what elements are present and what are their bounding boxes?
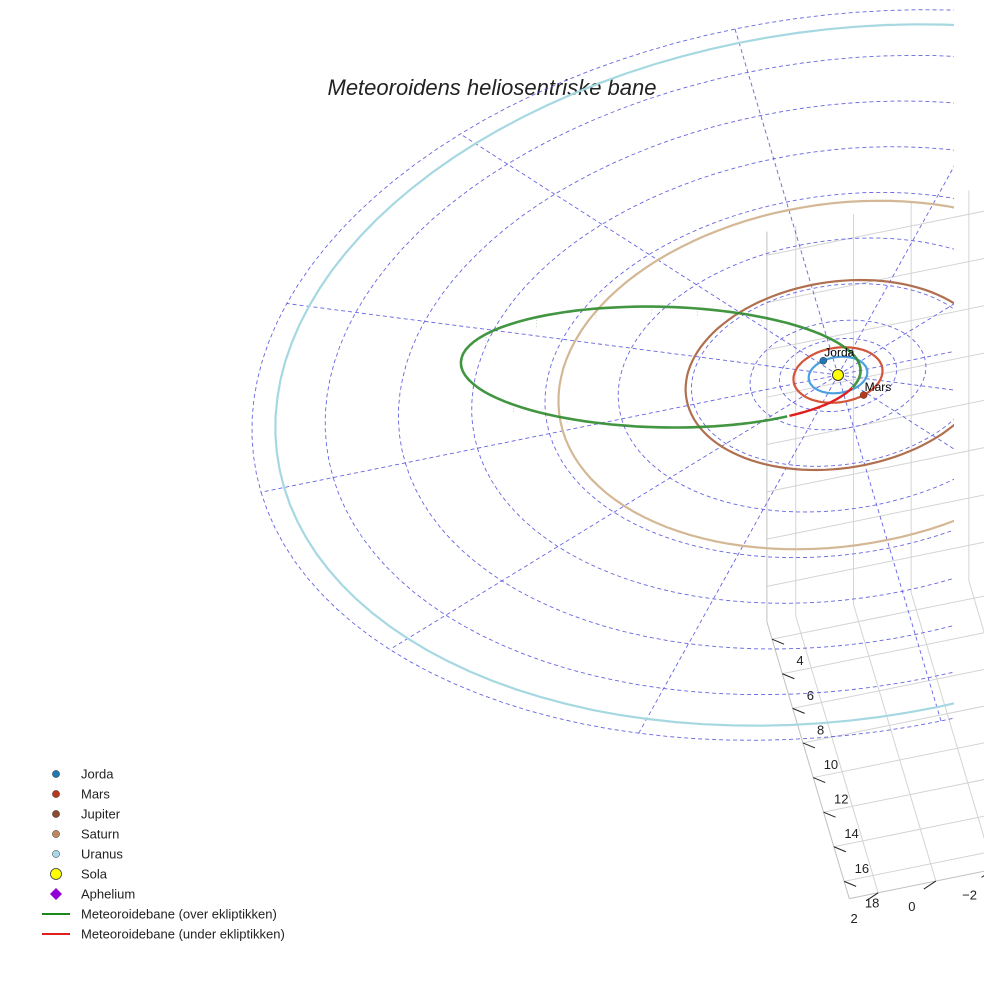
floor-grid-y	[844, 852, 984, 882]
wall2-grid-z	[766, 210, 984, 256]
wall2-grid-z	[766, 447, 984, 493]
ecliptic-ray	[837, 165, 954, 376]
ecliptic-ring	[617, 237, 954, 513]
mars-orbit	[792, 346, 884, 404]
saturn-orbit	[557, 199, 954, 551]
edge	[766, 621, 850, 899]
y-tick-label: 16	[855, 861, 869, 876]
chart-title: Meteoroidens heliosentriske bane	[328, 75, 657, 100]
floor-grid-y	[782, 632, 984, 675]
legend-marker	[52, 770, 60, 778]
wall2-grid-z	[766, 305, 984, 351]
y-tick-label: 4	[796, 653, 803, 668]
saturn-label: Saturn	[970, 196, 984, 210]
ecliptic-ray	[837, 350, 954, 376]
floor-grid-y	[802, 705, 984, 744]
legend-marker	[52, 810, 60, 818]
ecliptic-ray	[837, 374, 954, 391]
floor-grid-x	[910, 592, 984, 840]
y-tick-label: 12	[834, 792, 848, 807]
jorda-label: Jorda	[824, 346, 854, 360]
legend-label: Mars	[81, 787, 110, 802]
ecliptic-ray	[286, 303, 839, 376]
ecliptic-ring	[398, 100, 954, 650]
y-tick-label: 18	[865, 895, 879, 910]
ecliptic-ring	[324, 54, 954, 696]
y-tick-label: 8	[817, 722, 824, 737]
ecliptic-ray	[460, 133, 839, 376]
y-tick-label-mark	[771, 638, 785, 645]
mars-label: Mars	[865, 380, 892, 394]
jorda-marker	[819, 356, 828, 365]
ecliptic-ray	[638, 374, 839, 734]
ecliptic-ray	[837, 303, 954, 376]
x-tick-label-mark	[865, 892, 879, 902]
legend-label: Uranus	[81, 847, 123, 862]
y-tick-label-mark	[792, 707, 805, 714]
wall2-grid-z	[766, 352, 984, 398]
floor-grid-y	[833, 815, 984, 848]
y-tick-label-mark	[802, 742, 816, 749]
x-tick-label-mark	[923, 880, 937, 890]
y-tick-label: 6	[807, 688, 814, 703]
x-tick-label: 2	[851, 911, 858, 926]
x-tick-label: −2	[962, 887, 977, 902]
legend-marker	[50, 868, 62, 880]
floor-grid-x	[852, 604, 937, 882]
meteoroid-orbit-above	[459, 305, 862, 429]
axes-box	[766, 190, 984, 900]
meteoroid-orbit	[459, 305, 862, 430]
wall2-grid-z	[766, 541, 984, 587]
y-tick-label-mark	[833, 846, 847, 853]
y-tick-label-mark	[782, 673, 795, 680]
legend-label: Saturn	[81, 827, 119, 842]
floor-grid-x	[968, 580, 984, 634]
mars-marker	[859, 391, 868, 399]
jorda-orbit	[807, 355, 869, 395]
meteoroid-orbit-below	[789, 386, 853, 418]
y-tick-label-mark	[843, 880, 857, 887]
wall2-grid-z	[766, 494, 984, 540]
legend: Jorda Mars Jupiter Saturn Uranus Sola Aphelium…	[42, 767, 285, 942]
ecliptic-ring	[749, 319, 927, 431]
y-tick-label-mark	[823, 811, 836, 818]
uranus-orbit	[274, 23, 954, 727]
floor-grid-y	[813, 742, 984, 779]
legend-label: Jupiter	[81, 807, 121, 822]
wall2-grid-z	[766, 257, 984, 304]
body-markers: Jorda Mars Saturn	[819, 196, 984, 399]
legend-marker	[52, 790, 60, 798]
floor-grid-y	[771, 595, 984, 640]
legend-marker	[52, 850, 60, 858]
y-tick-label-mark	[813, 777, 826, 784]
legend-label: Meteoroidebane (under ekliptikken)	[81, 927, 285, 942]
floor-grid-y	[823, 779, 984, 813]
floor-grid-x	[795, 615, 879, 893]
legend-marker	[50, 888, 62, 900]
y-tick-label: 10	[824, 757, 838, 772]
edge	[849, 870, 984, 900]
sun-marker	[832, 369, 844, 381]
legend-label: Meteoroidebane (over ekliptikken)	[81, 907, 277, 922]
ecliptic-ray	[389, 374, 839, 650]
floor-grid-y	[792, 668, 984, 709]
ecliptic-ring	[544, 191, 954, 559]
ecliptic-ray	[260, 374, 839, 493]
legend-label: Aphelium	[81, 887, 135, 902]
y-tick-label: 14	[844, 826, 858, 841]
legend-label: Sola	[81, 867, 108, 882]
legend-marker	[52, 830, 60, 838]
x-tick-label: 0	[908, 899, 915, 914]
legend-label: Jorda	[81, 767, 114, 782]
